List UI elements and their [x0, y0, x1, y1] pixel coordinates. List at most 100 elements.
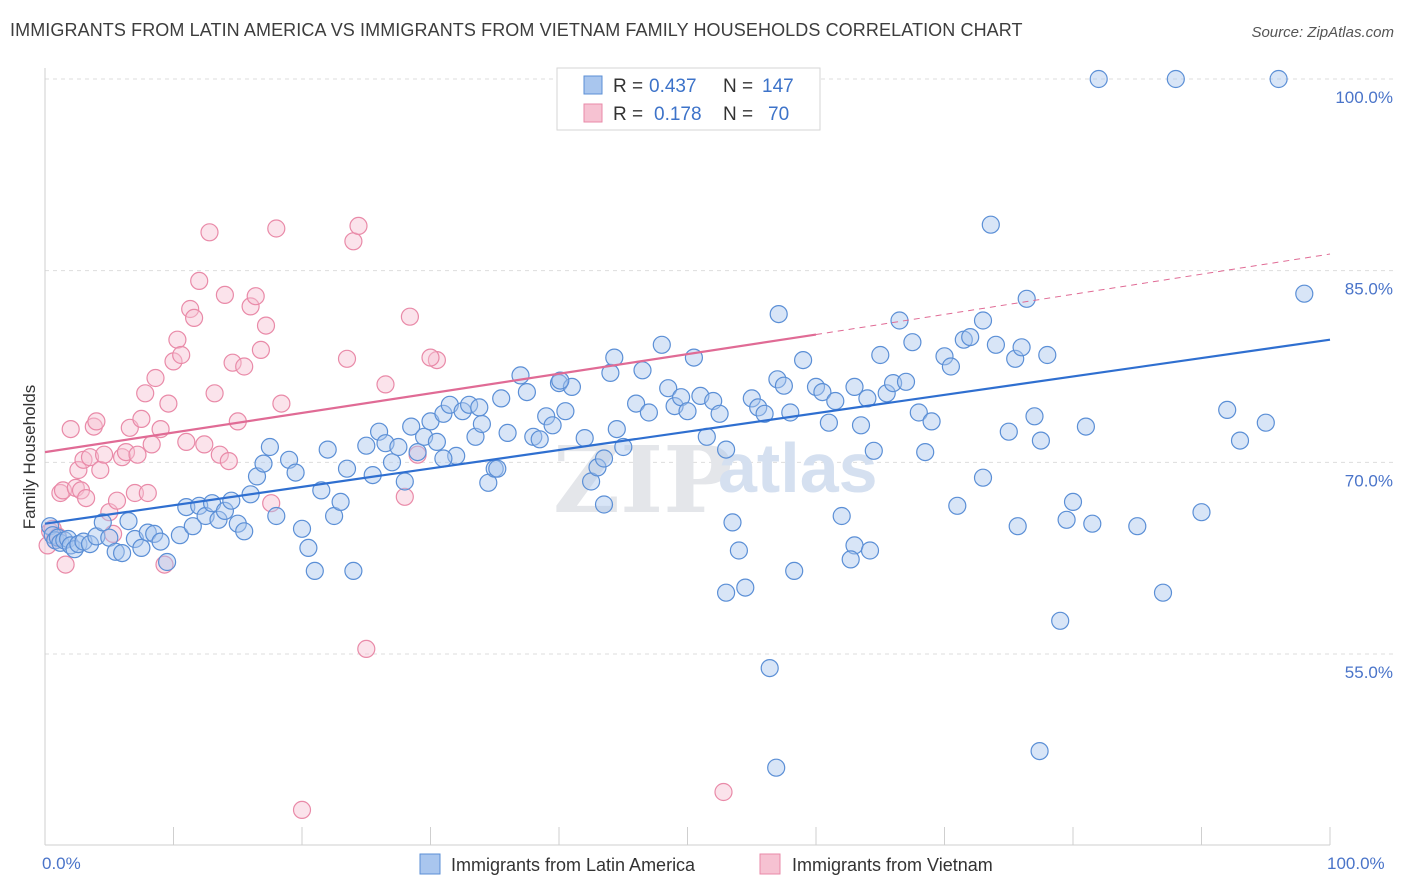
latin-america-point — [551, 371, 570, 390]
vietnam-point — [219, 452, 238, 471]
latin-america-point — [594, 449, 614, 468]
y-tick-label-0: 55.0% — [1345, 663, 1393, 682]
latin-america-point — [267, 506, 286, 526]
vietnam-point — [136, 384, 155, 403]
latin-america-point — [1057, 510, 1076, 529]
latin-america-point — [402, 417, 421, 436]
latin-america-point — [331, 492, 350, 511]
legend-pink-r-value: 0.178 — [654, 104, 702, 125]
latin-america-point — [170, 526, 189, 545]
latin-america-point — [877, 384, 896, 403]
vietnam-point — [56, 555, 75, 574]
latin-america-point — [768, 370, 787, 389]
latin-america-point — [999, 422, 1018, 441]
latin-america-point — [785, 561, 804, 581]
vietnam-point — [195, 435, 214, 454]
latin-america-point — [158, 552, 177, 572]
latin-america-point — [138, 523, 157, 542]
latin-america-point — [215, 501, 234, 520]
latin-america-point — [1128, 517, 1147, 536]
latin-america-point — [941, 357, 961, 376]
latin-america-point — [106, 542, 125, 561]
latin-america-point — [470, 398, 489, 417]
latin-america-point — [832, 506, 851, 526]
vietnam-point — [107, 491, 127, 510]
latin-america-point — [916, 443, 935, 462]
vietnam-point — [223, 353, 242, 372]
vietnam-point — [256, 316, 276, 335]
latin-america-point — [729, 541, 749, 560]
vietnam-point — [87, 412, 106, 431]
vietnam-point — [400, 307, 419, 326]
vietnam-point — [190, 271, 209, 290]
bottom-legend-swatch-blue — [419, 853, 441, 875]
latin-america-point — [299, 538, 318, 558]
latin-america-point — [556, 402, 575, 421]
vietnam-point — [138, 483, 157, 503]
y-tick-label-1: 70.0% — [1345, 471, 1393, 490]
latin-america-point — [607, 420, 626, 439]
trend-line-vietnam — [44, 333, 817, 454]
vietnam-point — [181, 299, 200, 319]
vietnam-point — [215, 285, 234, 304]
latin-america-point — [716, 440, 736, 459]
bottom-legend-label-pink: Immigrants from Vietnam — [792, 855, 993, 875]
latin-america-point — [1083, 514, 1102, 533]
latin-america-point — [389, 437, 408, 457]
latin-america-point — [1017, 289, 1036, 308]
latin-america-point — [1192, 503, 1211, 522]
bottom-legend-swatch-pink — [759, 853, 781, 875]
latin-america-point — [1295, 284, 1314, 303]
vietnam-point — [177, 432, 196, 451]
latin-america-point — [562, 377, 582, 396]
latin-america-point — [614, 437, 633, 457]
vietnam-point — [210, 445, 229, 464]
latin-america-point — [235, 522, 254, 541]
vietnam-point — [421, 348, 440, 367]
latin-america-point — [678, 402, 697, 421]
latin-america-point — [530, 430, 549, 449]
watermark-atlas: atlas — [718, 429, 878, 507]
vietnam-point — [172, 345, 191, 365]
latin-america-point — [434, 404, 453, 423]
vietnam-point — [235, 357, 254, 376]
latin-america-point — [222, 491, 241, 510]
latin-america-point — [498, 423, 517, 442]
latin-america-point — [1089, 69, 1108, 89]
latin-america-point — [112, 543, 132, 563]
latin-america-point — [736, 578, 755, 597]
pink-series-points — [38, 216, 733, 820]
latin-america-point — [1025, 407, 1044, 426]
vietnam-point — [251, 340, 270, 359]
latin-america-point — [973, 311, 993, 330]
trend-line-vietnam-extension — [815, 253, 1331, 336]
latin-america-point — [151, 532, 170, 551]
trend-lines — [44, 253, 1331, 525]
latin-america-point — [1218, 400, 1237, 419]
latin-america-point — [948, 496, 967, 515]
latin-america-point — [1031, 431, 1051, 450]
latin-america-point — [427, 432, 446, 451]
latin-america-point — [909, 403, 928, 422]
latin-america-point — [357, 436, 376, 455]
latin-america-point — [860, 541, 880, 560]
vietnam-point — [241, 297, 260, 316]
latin-america-point — [1038, 345, 1057, 365]
latin-america-point — [260, 437, 279, 457]
latin-america-point — [767, 758, 786, 777]
latin-america-point — [986, 335, 1006, 354]
latin-america-point — [183, 517, 202, 536]
latin-america-point — [408, 443, 427, 462]
latin-america-point — [841, 550, 860, 569]
vietnam-point — [292, 800, 312, 820]
latin-america-point — [1051, 611, 1070, 630]
latin-america-point — [537, 407, 556, 426]
vietnam-point — [91, 460, 110, 480]
vietnam-point — [714, 782, 733, 802]
vietnam-point — [132, 409, 151, 428]
bottom-legend: Immigrants from Latin America Immigrants… — [419, 853, 993, 875]
vietnam-point — [267, 219, 286, 238]
latin-america-point — [1012, 338, 1031, 357]
latin-america-point — [633, 361, 652, 380]
latin-america-point — [488, 459, 507, 478]
